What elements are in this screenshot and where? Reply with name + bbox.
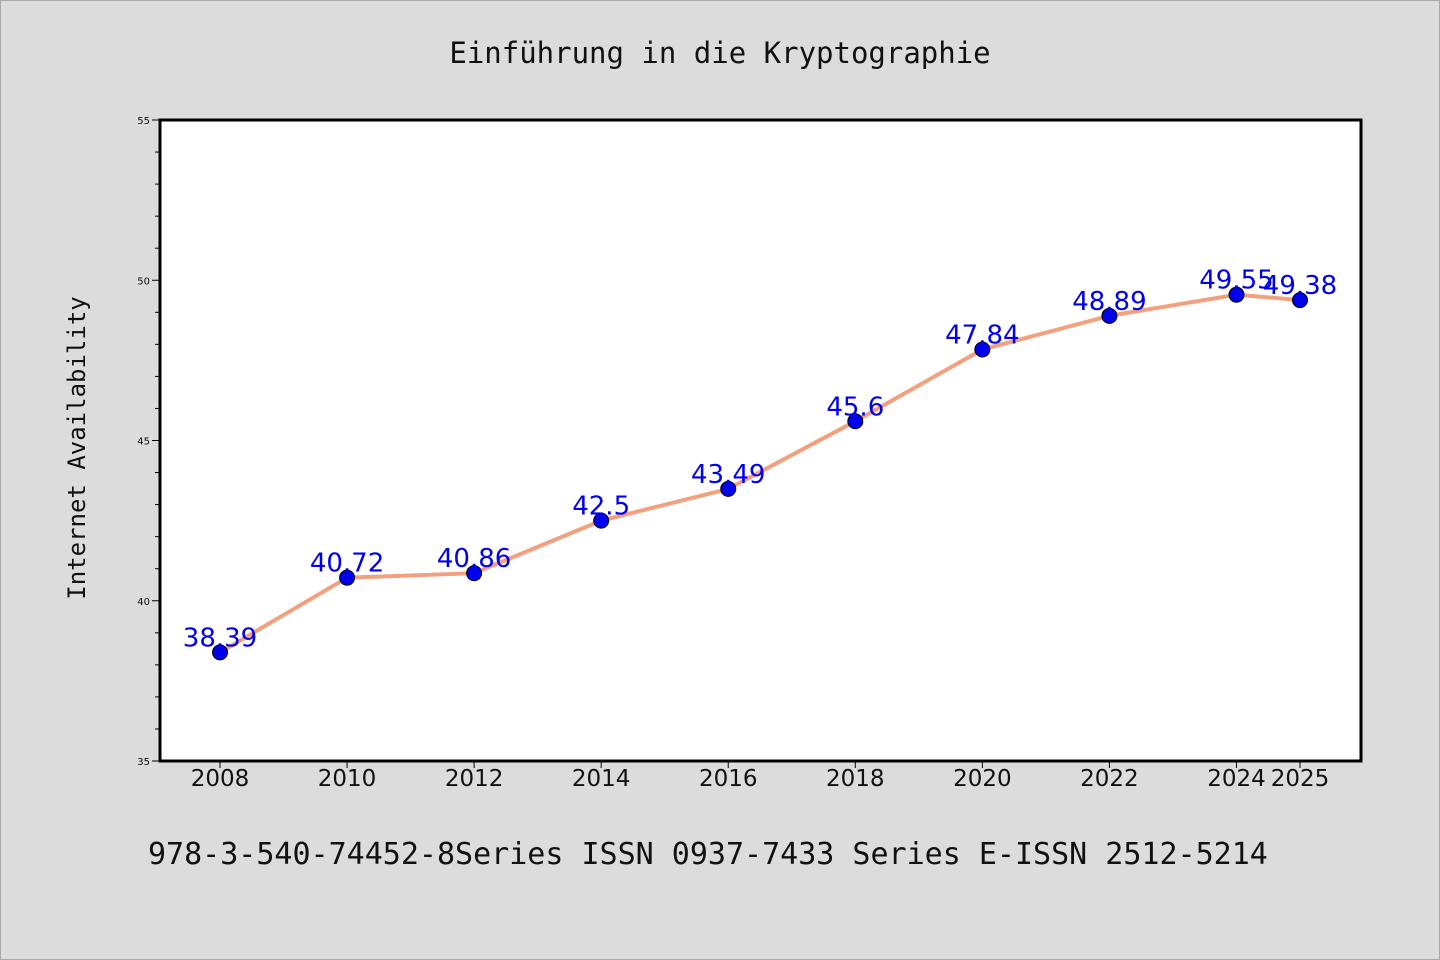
footer-isbn-issn: 978-3-540-74452-8Series ISSN 0937-7433 S… xyxy=(148,837,1268,872)
data-label: 47.84 xyxy=(945,320,1019,350)
y-axis: 35 40 45 50 55 xyxy=(137,116,160,768)
data-label: 38.39 xyxy=(183,623,257,653)
chart-title: Einführung in die Kryptographie xyxy=(449,36,990,70)
x-axis: 2008 2010 2012 2014 2016 2018 2020 2022 2024 2025 xyxy=(191,761,1330,792)
data-point-marker xyxy=(466,565,483,582)
x-tick-label: 2018 xyxy=(826,766,885,792)
data-point-marker xyxy=(1101,307,1118,324)
plot-area xyxy=(158,118,1363,763)
y-tick-label: 35 xyxy=(137,757,150,768)
x-tick-label: 2008 xyxy=(191,766,250,792)
data-point-marker xyxy=(1292,292,1308,309)
y-axis-label: Internet Availability xyxy=(63,296,91,599)
x-tick-label: 2024 xyxy=(1207,766,1266,792)
data-label: 49.38 xyxy=(1263,271,1337,301)
y-tick-label: 45 xyxy=(137,437,150,448)
data-point-marker xyxy=(847,413,864,430)
data-point-marker xyxy=(593,512,610,529)
data-label: 49.55 xyxy=(1199,266,1273,296)
data-point-marker xyxy=(974,341,991,358)
x-tick-label: 2022 xyxy=(1080,766,1139,792)
data-point-marker xyxy=(212,644,228,661)
data-labels-group: 38.39 40.72 40.86 42.5 43.49 45.6 47.84 48.89 49… xyxy=(183,266,1337,654)
data-label: 48.89 xyxy=(1072,287,1146,317)
data-label: 40.86 xyxy=(437,544,511,574)
x-tick-label: 2020 xyxy=(953,766,1012,792)
data-point-marker xyxy=(1228,286,1245,303)
data-label: 45.6 xyxy=(826,392,884,422)
x-tick-label: 2012 xyxy=(445,766,504,792)
y-tick-label: 40 xyxy=(137,597,150,608)
series-line-group xyxy=(212,286,1308,661)
y-tick-label: 50 xyxy=(137,276,150,287)
x-tick-label: 2014 xyxy=(572,766,631,792)
data-label: 43.49 xyxy=(691,460,765,490)
data-label: 40.72 xyxy=(310,549,384,579)
data-point-marker xyxy=(339,569,356,586)
y-tick-label: 55 xyxy=(137,116,150,127)
x-tick-label: 2016 xyxy=(699,766,758,792)
x-tick-label: 2010 xyxy=(318,766,377,792)
data-point-marker xyxy=(720,480,737,497)
data-label: 42.5 xyxy=(572,492,630,522)
series-line xyxy=(218,292,1301,655)
x-tick-label: 2025 xyxy=(1271,766,1330,792)
